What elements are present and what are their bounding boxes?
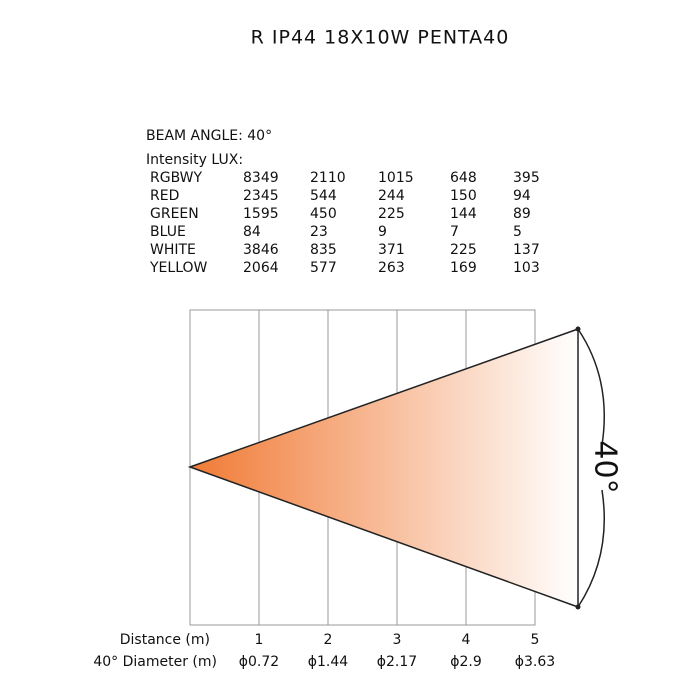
row-name: BLUE: [150, 224, 186, 240]
row-name: RGBWY: [150, 170, 203, 186]
lux-value: 144: [450, 206, 477, 222]
lux-value: 7: [450, 224, 459, 240]
lux-value: 450: [310, 206, 337, 222]
lux-value: 150: [450, 188, 477, 204]
lux-value: 835: [310, 242, 337, 258]
distance: 5: [531, 632, 540, 648]
row-name: WHITE: [150, 242, 196, 258]
lux-value: 169: [450, 260, 477, 276]
row-name: RED: [150, 188, 179, 204]
beam-cone: [187, 327, 579, 609]
lux-value: 225: [450, 242, 477, 258]
distance: 1: [255, 632, 264, 648]
lux-value: 84: [243, 224, 261, 240]
lux-value: 23: [310, 224, 328, 240]
angle-arc: [577, 328, 605, 446]
lux-value: 1595: [243, 206, 279, 222]
intensity-label: Intensity LUX:: [146, 152, 243, 168]
lux-value: 8349: [243, 170, 279, 186]
lux-value: 2110: [310, 170, 346, 186]
arc-end: [575, 326, 581, 332]
lux-value: 9: [378, 224, 387, 240]
row-name: YELLOW: [149, 260, 208, 276]
row-name: GREEN: [150, 206, 199, 222]
distance: 2: [324, 632, 333, 648]
lux-value: 3846: [243, 242, 279, 258]
lux-value: 1015: [378, 170, 414, 186]
angle-label: 40°: [588, 440, 623, 493]
lux-value: 263: [378, 260, 405, 276]
diameter: ϕ3.63: [515, 654, 555, 670]
lux-value: 5: [513, 224, 522, 240]
diameter: ϕ0.72: [239, 654, 279, 670]
lux-value: 225: [378, 206, 405, 222]
lux-value: 2064: [243, 260, 279, 276]
lux-value: 648: [450, 170, 477, 186]
distance: 3: [393, 632, 402, 648]
lux-value: 544: [310, 188, 337, 204]
lux-value: 577: [310, 260, 337, 276]
lux-value: 371: [378, 242, 405, 258]
lux-value: 137: [513, 242, 540, 258]
distance-label: Distance (m): [120, 632, 210, 648]
diameter: ϕ2.9: [450, 654, 482, 670]
title: R IP44 18X10W PENTA40: [251, 27, 510, 49]
lux-value: 2345: [243, 188, 279, 204]
lux-value: 395: [513, 170, 540, 186]
arc-end: [575, 604, 581, 610]
lux-value: 103: [513, 260, 540, 276]
angle-arc: [577, 489, 605, 608]
diameter: ϕ1.44: [308, 654, 349, 670]
lux-value: 94: [513, 188, 531, 204]
diameter: ϕ2.17: [377, 654, 417, 670]
lux-value: 244: [378, 188, 405, 204]
distance: 4: [462, 632, 471, 648]
lux-value: 89: [513, 206, 531, 222]
beam-angle: BEAM ANGLE: 40°: [146, 128, 272, 144]
diameter-label: 40° Diameter (m): [93, 654, 217, 670]
